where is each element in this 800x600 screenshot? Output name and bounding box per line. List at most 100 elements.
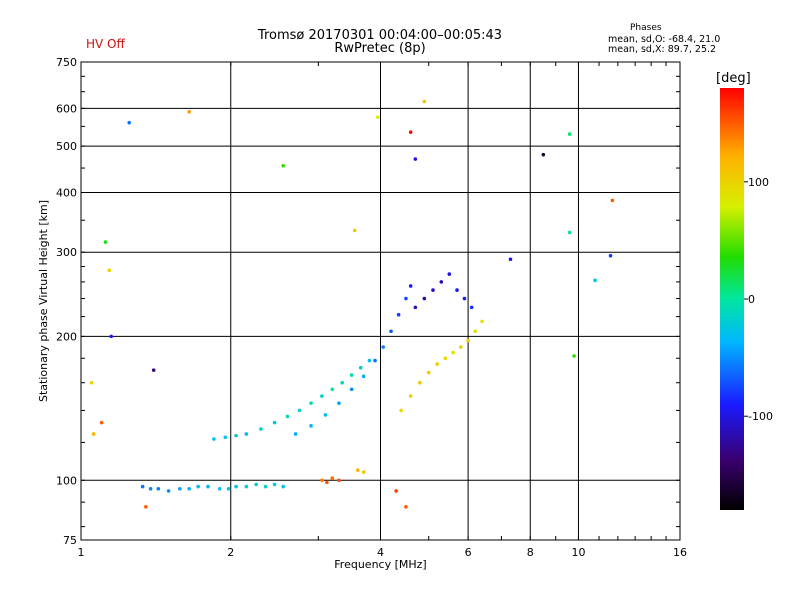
y-tick-label: 300 [56,246,77,259]
scattered-echoes-point [422,99,427,104]
f-layer-lower-trace-point [234,433,238,438]
o-mode-spread-point [455,288,459,292]
f-layer-lower-trace-point [297,408,302,413]
y-tick-label: 750 [56,56,77,69]
x-tick-label: 1 [78,546,85,559]
e-layer-trace-point [254,482,258,487]
colorbar-unit-label: [deg] [716,71,751,86]
colorbar-tick-label: -100 [748,410,773,423]
scattered-echoes-point [89,380,94,385]
f-layer-upper-trace-point [396,312,401,317]
scattered-echoes-point [593,278,597,283]
f-layer-upper-trace-point [408,284,413,288]
e-layer-trace-point [272,482,277,487]
f-layer-upper-trace-point [361,374,366,379]
x-mode-trace-point [473,329,477,334]
scattered-echoes-point [394,489,398,493]
scattered-echoes-point [608,253,613,258]
x-tick-label: 8 [527,546,534,559]
data-points [89,99,615,509]
f-layer-upper-trace-point [323,413,328,417]
colorbar-tick-label: 100 [748,176,769,189]
x-tick-label: 2 [227,546,234,559]
scattered-echoes-point [107,268,112,273]
y-tick-label: 100 [56,474,77,487]
scattered-echoes-point [281,163,286,168]
y-tick-label: 200 [56,330,77,343]
e-layer-trace-point [156,486,161,491]
x-axis-label: Frequency [MHz] [334,558,426,571]
o-mode-spread-point [462,296,467,301]
e-layer-higher-echoes-point [337,478,341,483]
f-layer-lower-trace-point [285,414,290,419]
scattered-echoes-point [91,432,96,436]
phases-x-stats: mean, sd,X: 89.7, 25.2 [608,44,717,55]
x-mode-trace-point [466,338,470,343]
scattered-echoes-point [404,505,408,509]
e-layer-trace-point [206,484,210,489]
f-layer-lower-trace-point [309,401,313,405]
e-layer-higher-echoes-point [320,478,324,483]
f-layer-upper-trace-point [337,401,341,405]
e-layer-higher-echoes-point [355,468,360,472]
x-mode-trace-point [399,408,403,413]
e-layer-trace-point [140,484,145,489]
f-layer-lower-trace-point [358,365,363,370]
scattered-echoes-point [567,230,572,235]
e-layer-trace-point [148,486,153,491]
f-layer-upper-trace-point [349,387,354,392]
y-tick-label: 75 [63,534,77,547]
scattered-echoes-point [109,334,113,339]
e-layer-trace-point [263,484,268,489]
e-layer-trace-point [178,486,182,491]
chart-title: Tromsø 20170301 00:04:00–00:05:43 [257,28,503,43]
scattered-echoes-point [187,110,191,114]
o-mode-spread-point [413,305,418,310]
x-tick-label: 6 [465,546,472,559]
e-layer-higher-echoes-point [330,476,335,481]
scattered-echoes-point [375,115,380,119]
scattered-echoes-point [541,152,546,157]
grid-lines [81,62,680,540]
f-layer-upper-trace-point [381,345,385,349]
y-axis-label: Stationary phase Virtual Height [km] [37,200,50,402]
o-mode-spread-point [439,280,444,284]
scattered-echoes-point [508,257,513,262]
scattered-echoes-point [408,130,413,134]
f-layer-upper-trace-point [373,358,377,363]
e-layer-trace-point [244,484,249,489]
x-mode-trace-point [408,394,413,398]
o-mode-spread-point [431,288,435,292]
phases-title: Phases [630,23,662,33]
o-mode-spread-point [447,272,452,276]
scattered-echoes-point [413,157,418,161]
x-mode-trace-point [426,370,431,375]
x-tick-label: 16 [673,546,687,559]
scattered-echoes-point [99,420,104,425]
f-layer-lower-trace-point [367,358,372,363]
colorbar [720,88,744,510]
y-tick-label: 400 [56,186,77,199]
f-layer-lower-trace-point [272,420,277,425]
hv-status-label: HV Off [86,37,125,51]
x-tick-label: 10 [571,546,585,559]
scattered-echoes-point [151,368,156,372]
f-layer-lower-trace-point [212,437,216,441]
x-mode-trace-point [443,356,448,361]
f-layer-lower-trace-point [244,432,249,436]
f-layer-upper-trace-point [309,424,313,428]
f-layer-lower-trace-point [330,387,335,392]
f-layer-lower-trace-point [223,435,228,440]
f-layer-lower-trace-point [349,373,354,377]
colorbar-ticks: 100 0 -100 [744,176,773,423]
axis-ticks: 1 2 4 6 8 10 16 75 100 200 300 400 500 600 750 [56,56,687,559]
x-mode-trace-point [480,319,484,324]
scattered-echoes-point [144,505,148,509]
scattered-echoes-point [103,240,108,244]
e-layer-trace-point [166,489,171,493]
e-layer-trace-point [234,484,238,489]
x-mode-trace-point [435,362,439,366]
o-mode-spread-point [422,296,427,301]
e-layer-trace-point [187,486,191,491]
e-layer-higher-echoes-point [361,470,366,474]
